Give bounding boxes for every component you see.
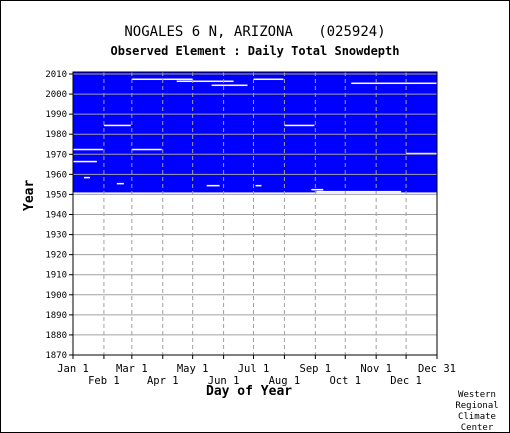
y-tick-label: 1890 [45, 311, 67, 321]
x-tick-label: Sep 1 [300, 363, 332, 375]
x-tick-label: May 1 [177, 363, 209, 375]
missing-data-segment [83, 176, 90, 179]
y-tick-label: 2000 [45, 90, 67, 100]
missing-data-segment [406, 152, 437, 155]
x-tick-label: Jan 1 [57, 363, 89, 375]
x-tick-label: Mar 1 [116, 363, 148, 375]
missing-data-segment [131, 148, 162, 151]
credit-line: Regional [455, 401, 499, 411]
y-tick-label: 1990 [45, 110, 67, 120]
missing-data-segment [351, 82, 437, 85]
y-tick-label: 2010 [45, 70, 67, 80]
x-tick-label: Oct 1 [329, 375, 361, 387]
y-tick-label: 1920 [45, 251, 67, 261]
missing-data-segment [206, 184, 220, 187]
x-tick-label: Dec 1 [390, 375, 422, 387]
y-tick-label: 1870 [45, 351, 67, 361]
missing-data-segment [284, 124, 315, 127]
x-tick-label: Aug 1 [269, 375, 301, 387]
missing-data-segment [73, 148, 103, 151]
missing-data-segment [316, 190, 402, 193]
y-tick-label: 1910 [45, 271, 67, 281]
missing-data-segment [73, 160, 97, 163]
plot-border [72, 71, 438, 356]
credit-text: Western Regional Climate Center [447, 390, 507, 433]
y-tick-label: 1970 [45, 150, 67, 160]
x-axis-label: Day of Year [206, 384, 293, 399]
y-tick-label: 1980 [45, 130, 67, 140]
x-tick-label: Nov 1 [360, 363, 392, 375]
y-tick-label: 1880 [45, 331, 67, 341]
credit-line: Climate [458, 412, 496, 422]
y-tick-label: 1960 [45, 170, 67, 180]
x-tick-label: Feb 1 [88, 375, 120, 387]
missing-data-segment [255, 184, 262, 187]
y-tick-label: 1950 [45, 190, 67, 200]
missing-data-segment [253, 78, 284, 81]
missing-data-segment [211, 84, 248, 87]
x-tick-label: Jul 1 [238, 363, 270, 375]
x-tick-label: Dec 31 [418, 363, 456, 375]
x-tick-label: Apr 1 [147, 375, 179, 387]
missing-data-segment [103, 124, 131, 127]
y-tick-label: 1940 [45, 211, 67, 221]
y-tick-label: 1900 [45, 291, 67, 301]
y-tick-label: 1930 [45, 231, 67, 241]
credit-line: Center [460, 423, 494, 433]
missing-data-segment [311, 188, 324, 191]
chart-title: NOGALES 6 N, ARIZONA (025924) [124, 24, 386, 40]
missing-data-segment [176, 80, 234, 83]
chart-subtitle: Observed Element : Daily Total Snowdepth [110, 44, 400, 58]
credit-line: Western [458, 390, 496, 400]
x-tick-label: Jun 1 [208, 375, 240, 387]
missing-data-segment [116, 182, 124, 185]
